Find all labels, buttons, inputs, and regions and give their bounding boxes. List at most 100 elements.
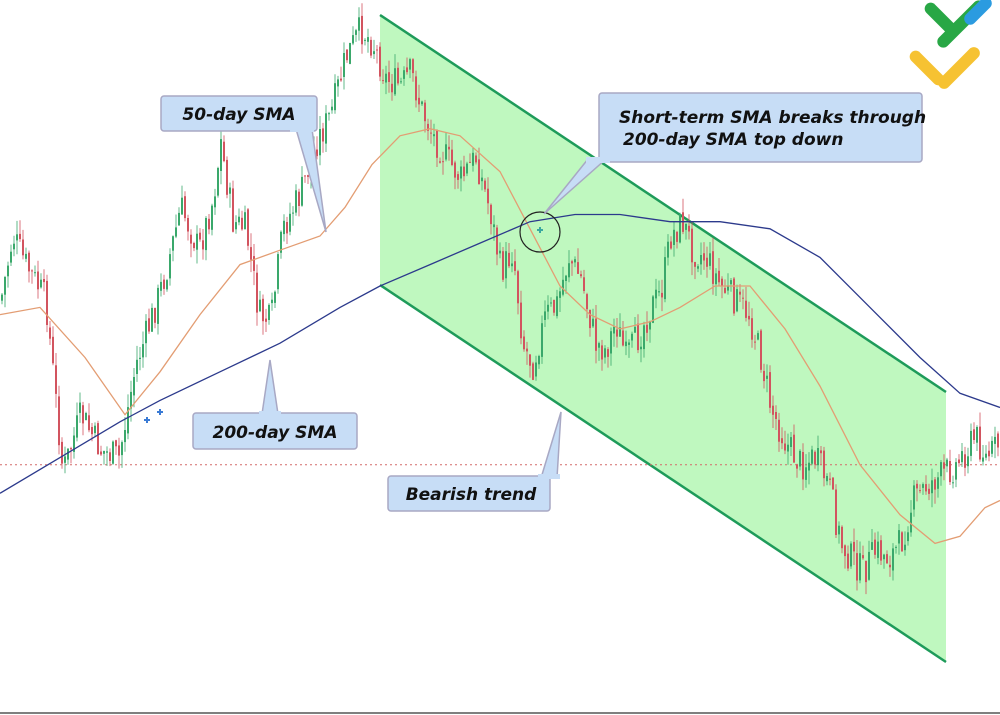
- candle-body: [283, 220, 285, 235]
- candle-body: [658, 291, 660, 293]
- candle-body: [805, 467, 807, 480]
- candle-body: [910, 512, 912, 533]
- candle-body: [76, 415, 78, 438]
- candle-body: [964, 454, 966, 468]
- candle-body: [439, 161, 441, 163]
- candle-body: [85, 413, 87, 421]
- candle-body: [559, 291, 561, 298]
- candle-body: [766, 375, 768, 379]
- candle-body: [934, 479, 936, 490]
- candle-body: [550, 302, 552, 304]
- candle-body: [922, 484, 924, 488]
- candle-body: [277, 254, 279, 290]
- candle-body: [184, 196, 186, 219]
- candle-body: [460, 166, 462, 179]
- candle-body: [844, 545, 846, 557]
- candle-body: [25, 253, 27, 259]
- candle-body: [529, 354, 531, 366]
- channel-lower-line: [379, 283, 947, 664]
- candle-body: [16, 234, 18, 241]
- candle-body: [556, 296, 558, 317]
- candle-body: [379, 46, 381, 77]
- candle-body: [121, 442, 123, 456]
- candle-body: [412, 59, 414, 74]
- candle-body: [346, 49, 348, 61]
- candle-body: [571, 261, 573, 264]
- candle-body: [973, 429, 975, 440]
- candle-body: [715, 273, 717, 285]
- candle-body: [340, 78, 342, 81]
- candle-body: [940, 462, 942, 477]
- candle-body: [58, 396, 60, 446]
- candle-body: [562, 279, 564, 295]
- candle-body: [841, 526, 843, 549]
- candle-body: [331, 106, 333, 111]
- candle-body: [307, 175, 309, 177]
- candle-body: [100, 451, 102, 455]
- candle-body: [913, 485, 915, 510]
- candle-body: [217, 168, 219, 196]
- candle-body: [13, 243, 15, 250]
- candle-body: [202, 240, 204, 250]
- candle-body: [244, 212, 246, 230]
- candle-body: [7, 265, 9, 277]
- candle-body: [34, 272, 36, 274]
- candle-body: [517, 271, 519, 304]
- candle-body: [355, 30, 357, 35]
- candle-body: [241, 217, 243, 230]
- candle-body: [853, 541, 855, 552]
- candle-body: [157, 287, 159, 324]
- candle-body: [46, 280, 48, 325]
- candle-body: [544, 311, 546, 320]
- candle-body: [55, 365, 57, 394]
- cross-marker-right: [157, 409, 163, 415]
- candle-body: [319, 129, 321, 156]
- candle-body: [103, 450, 105, 454]
- candle-body: [595, 318, 597, 351]
- candle-body: [823, 450, 825, 479]
- crossover-highlight-circle: [519, 211, 561, 253]
- candle-body: [388, 72, 390, 82]
- candle-body: [808, 462, 810, 471]
- candle-body: [247, 209, 249, 246]
- candle-body: [409, 59, 411, 70]
- candle-body: [949, 461, 951, 483]
- candle-body: [91, 427, 93, 435]
- candle-body: [238, 216, 240, 223]
- candle-body: [196, 233, 198, 250]
- candle-body: [442, 161, 444, 163]
- candle-body: [760, 330, 762, 370]
- candle-body: [148, 318, 150, 332]
- crossover-label-line1: Short-term SMA breaks through: [619, 108, 926, 128]
- candle-body: [568, 263, 570, 278]
- candle-body: [400, 81, 402, 83]
- candle-body: [901, 532, 903, 552]
- candle-body: [487, 188, 489, 204]
- candle-body: [37, 271, 39, 290]
- candle-body: [448, 146, 450, 150]
- candle-body: [130, 391, 132, 409]
- candle-body: [64, 456, 66, 463]
- candle-body: [985, 453, 987, 458]
- candle-body: [403, 70, 405, 79]
- candle-body: [697, 266, 699, 269]
- candle-body: [364, 39, 366, 41]
- candle-body: [127, 407, 129, 434]
- candle-body: [418, 97, 420, 105]
- channel-upper-line: [379, 13, 947, 394]
- candle-body: [22, 239, 24, 256]
- candle-body: [61, 441, 63, 464]
- candle-body: [220, 139, 222, 171]
- candle-body: [676, 231, 678, 242]
- candle-body: [166, 280, 168, 290]
- candle-body: [967, 456, 969, 467]
- candle-body: [349, 43, 351, 64]
- candle-body: [748, 315, 750, 320]
- candle-body: [907, 532, 909, 542]
- candle-body: [472, 152, 474, 166]
- candle-body: [712, 251, 714, 284]
- candle-body: [811, 449, 813, 464]
- candle-body: [751, 318, 753, 340]
- callout-sma50: 50-day SMA: [160, 95, 327, 233]
